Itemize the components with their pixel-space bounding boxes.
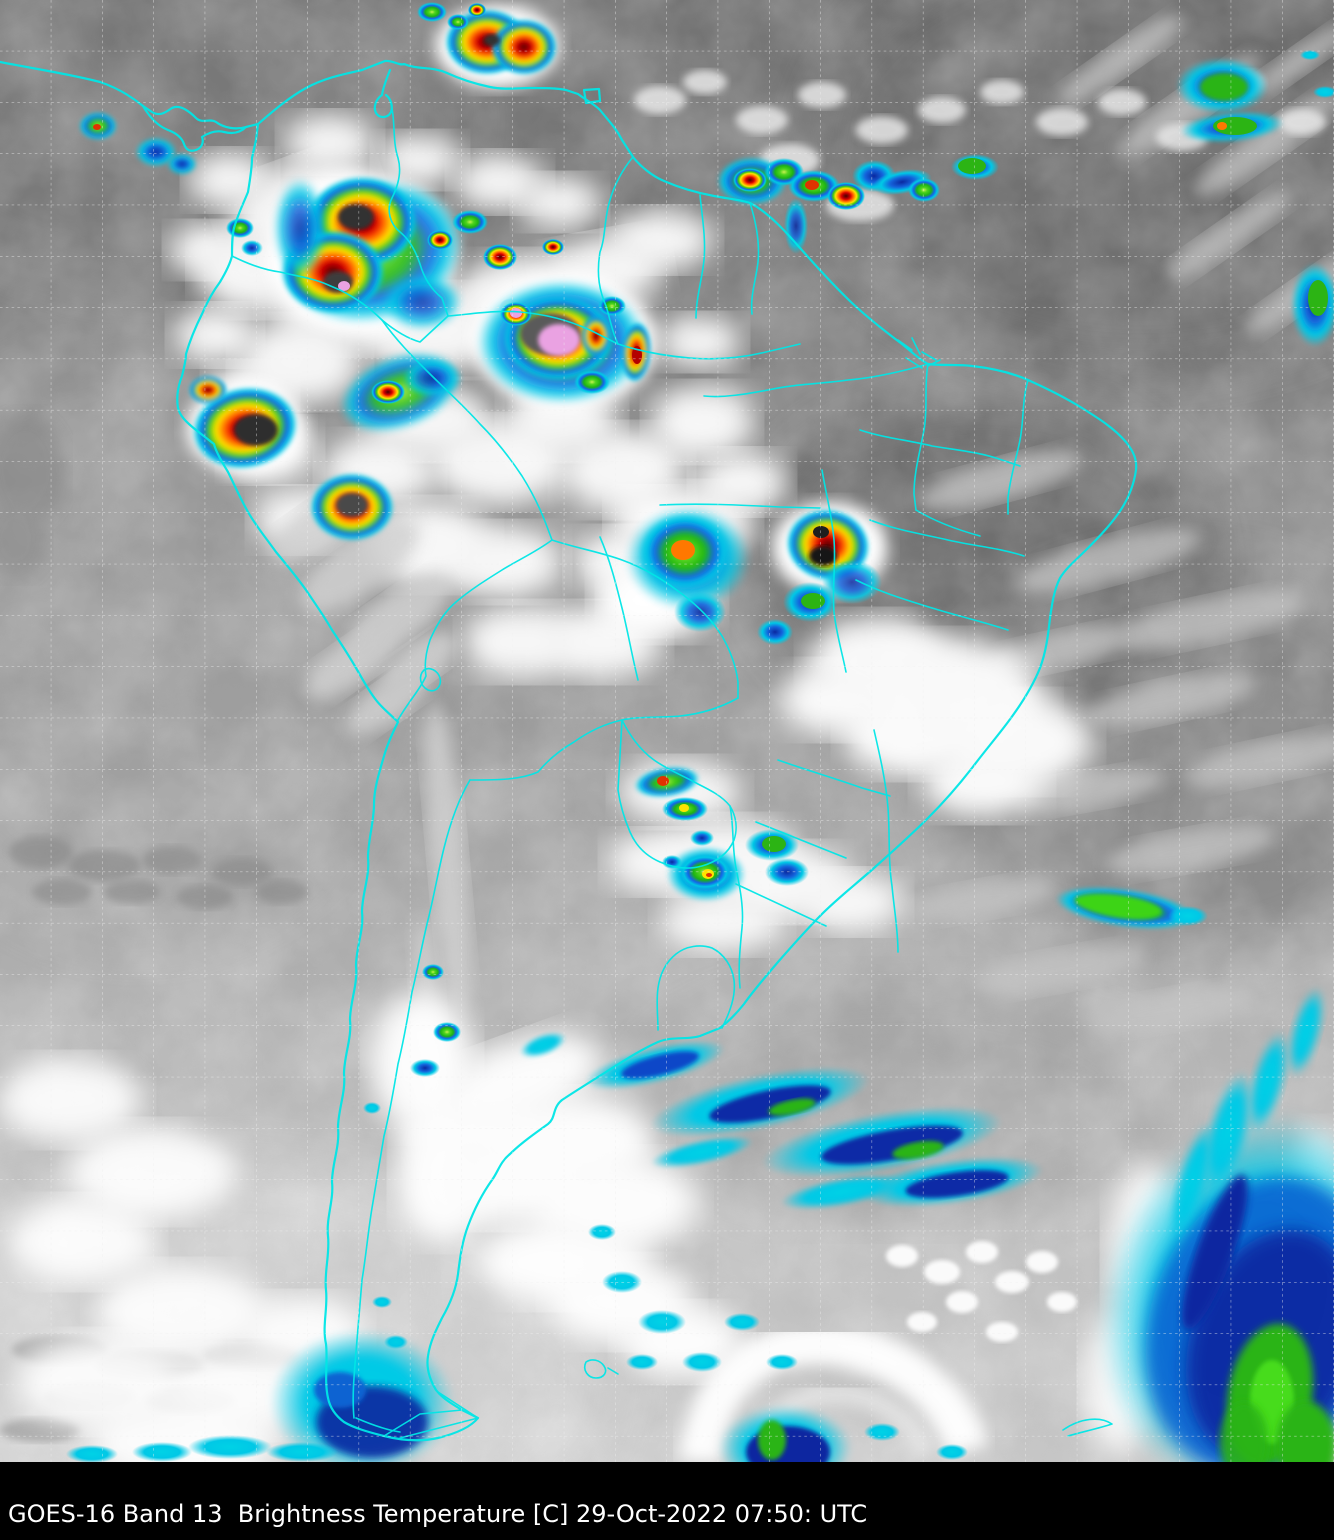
satellite-image (0, 0, 1334, 1462)
latlon-grid (0, 0, 1334, 1462)
caption-bar: GOES-16 Band 13 Brightness Temperature [… (0, 1462, 1334, 1540)
caption-text: GOES-16 Band 13 Brightness Temperature [… (8, 1500, 868, 1528)
